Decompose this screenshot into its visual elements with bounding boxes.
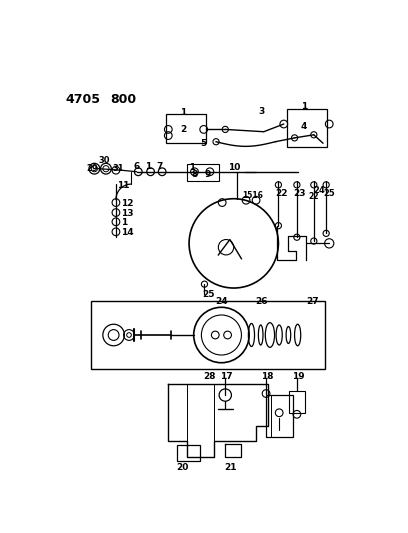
- Text: 25: 25: [202, 290, 215, 300]
- Text: 3: 3: [258, 107, 265, 116]
- Text: 19: 19: [292, 372, 305, 381]
- Text: 24: 24: [215, 296, 228, 305]
- Text: 29: 29: [86, 164, 98, 173]
- Text: 25: 25: [324, 189, 335, 198]
- Text: 1: 1: [180, 108, 186, 117]
- Text: 1: 1: [189, 163, 195, 172]
- Bar: [177, 445, 200, 461]
- Text: 24: 24: [314, 185, 326, 195]
- Bar: [289, 391, 305, 413]
- Text: 31: 31: [112, 164, 124, 173]
- Text: 4705: 4705: [66, 93, 101, 106]
- Bar: [187, 164, 219, 181]
- Text: 5: 5: [201, 139, 207, 148]
- Text: 1: 1: [121, 218, 128, 227]
- Text: 23: 23: [293, 189, 306, 198]
- Text: 1: 1: [301, 102, 307, 111]
- Text: 9: 9: [204, 170, 211, 179]
- Text: 8: 8: [191, 170, 197, 179]
- Text: 1516: 1516: [242, 191, 263, 200]
- Text: 27: 27: [306, 296, 319, 305]
- Text: 28: 28: [203, 372, 215, 381]
- Text: 11: 11: [118, 181, 130, 190]
- Text: 2: 2: [180, 125, 186, 134]
- Text: 10: 10: [228, 163, 240, 172]
- Text: 22: 22: [275, 189, 288, 198]
- Text: 17: 17: [220, 372, 233, 381]
- Text: 7: 7: [157, 161, 163, 171]
- Text: 800: 800: [110, 93, 136, 106]
- Bar: [91, 301, 325, 369]
- Text: 14: 14: [121, 228, 134, 237]
- Text: 21: 21: [224, 463, 237, 472]
- Text: 18: 18: [262, 372, 274, 381]
- Bar: [166, 114, 206, 143]
- Text: 4: 4: [301, 123, 307, 132]
- Text: 6: 6: [133, 161, 140, 171]
- Bar: [287, 109, 327, 147]
- Text: 20: 20: [177, 463, 189, 472]
- Bar: [266, 395, 293, 438]
- Text: 30: 30: [99, 156, 110, 165]
- Text: 12: 12: [121, 199, 134, 208]
- Text: 22: 22: [308, 192, 319, 201]
- Text: 26: 26: [255, 296, 268, 305]
- Text: 1: 1: [145, 161, 151, 171]
- Text: 13: 13: [121, 209, 134, 217]
